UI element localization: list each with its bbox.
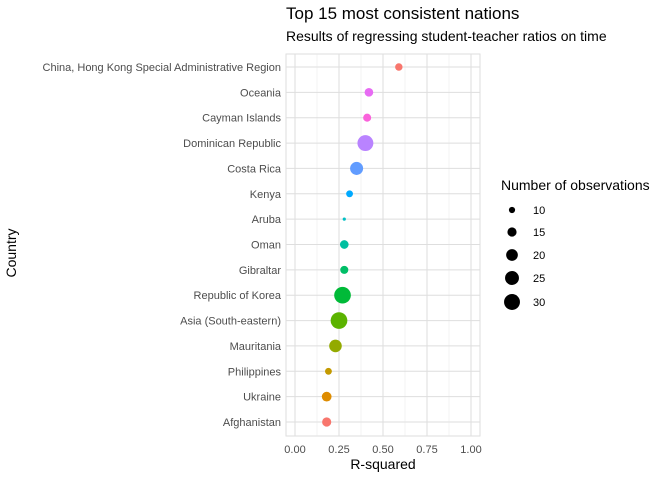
data-point — [339, 240, 349, 249]
legend-label: 10 — [533, 205, 545, 217]
panel-border — [285, 53, 481, 437]
legend-label: 25 — [533, 273, 545, 285]
y-axis-title: Country — [3, 228, 19, 278]
y-tick-label: Aruba — [252, 214, 282, 226]
data-point — [395, 63, 403, 71]
legend-label: 20 — [533, 250, 545, 262]
x-tick-label: 0.50 — [372, 444, 393, 456]
legend-key — [507, 227, 517, 237]
y-tick-label: Cayman Islands — [202, 113, 281, 125]
data-point — [325, 367, 332, 375]
y-tick-label: Costa Rica — [227, 163, 282, 175]
y-tick-label: Oman — [251, 240, 281, 252]
data-point — [330, 312, 348, 329]
data-point — [346, 190, 353, 198]
data-point — [363, 113, 372, 122]
x-axis-title: R-squared — [350, 456, 416, 472]
data-point — [364, 88, 374, 97]
y-tick-label: Kenya — [250, 189, 282, 201]
data-point — [322, 417, 332, 427]
x-tick-label: 0.00 — [284, 444, 305, 456]
x-tick-label: 0.25 — [328, 444, 349, 456]
legend-label: 30 — [533, 297, 545, 309]
y-tick-label: Afghanistan — [223, 417, 281, 429]
data-point — [340, 265, 349, 274]
y-tick-label: China, Hong Kong Special Administrative … — [43, 62, 281, 74]
y-tick-label: Dominican Republic — [183, 138, 281, 150]
legend-key — [506, 249, 518, 261]
y-tick-label: Philippines — [228, 366, 282, 378]
legend-title: Number of observations — [501, 177, 650, 193]
data-point — [350, 161, 364, 175]
data-point — [357, 135, 374, 152]
chart-title: Top 15 most consistent nations — [286, 4, 520, 23]
y-tick-label: Ukraine — [243, 392, 281, 404]
y-tick-label: Republic of Korea — [194, 290, 282, 302]
legend-label: 15 — [533, 227, 545, 239]
y-tick-label: Gibraltar — [239, 265, 282, 277]
y-tick-label: Oceania — [240, 87, 282, 99]
data-point — [329, 339, 342, 353]
y-tick-label: Mauritania — [230, 341, 282, 353]
legend-key — [505, 271, 519, 285]
y-tick-label: Asia (South-eastern) — [180, 316, 281, 328]
x-tick-label: 1.00 — [460, 444, 481, 456]
chart-subtitle: Results of regressing student-teacher ra… — [286, 28, 607, 44]
data-point — [334, 286, 351, 304]
data-point — [321, 391, 332, 402]
x-tick-label: 0.75 — [416, 444, 437, 456]
legend-key — [508, 206, 516, 214]
data-point — [342, 217, 346, 221]
legend-key — [504, 294, 520, 310]
